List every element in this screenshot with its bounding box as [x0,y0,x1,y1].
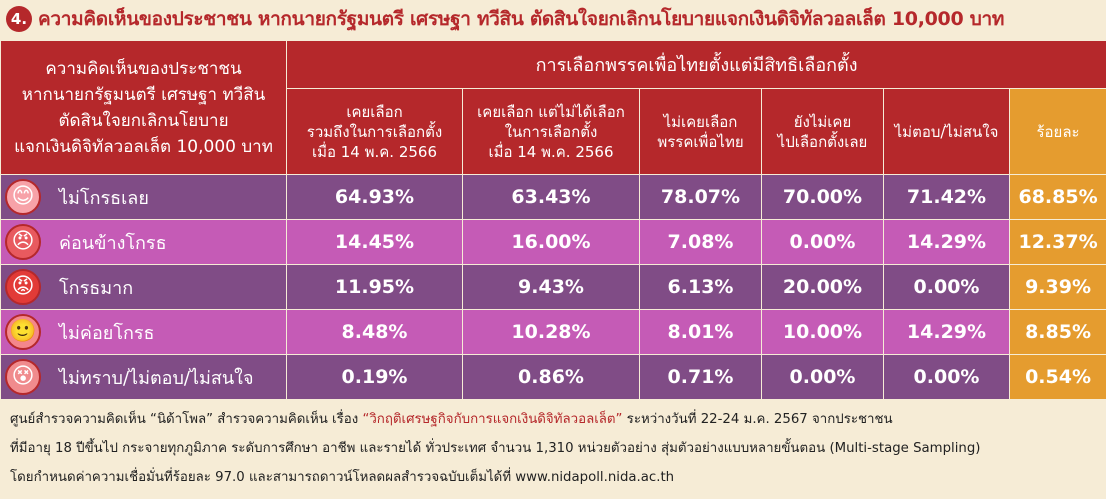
table-cell: 20.00% [761,264,884,310]
row-label: ค่อนข้างโกรธ [59,232,167,254]
column-header-line: เคยเลือก แต่ไม่ได้เลือก [477,102,625,121]
furious-face-icon: 😡 [5,269,41,305]
column-header-percent: ร้อยละ [1008,88,1106,175]
table-cell: 16.00% [462,219,640,265]
table-cell: 6.13% [639,264,762,310]
row-label-cell: 😊 ไม่โกรธเลย [0,174,287,220]
footer-text: ระหว่างวันที่ 22-24 ม.ค. 2567 จากประชาชน [622,412,893,427]
table-cell: 14.45% [286,219,463,265]
corner-line: ความคิดเห็นของประชาชน [45,58,242,79]
percent-cell: 12.37% [1008,219,1106,265]
table-cell: 63.43% [462,174,640,220]
row-label-cell: 😠 ค่อนข้างโกรธ [0,219,287,265]
table-cell: 0.19% [286,354,463,400]
table-cell: 64.93% [286,174,463,220]
table-cell: 0.00% [883,354,1010,400]
table-row: 🙂 ไม่ค่อยโกรธ 8.48% 10.28% 8.01% 10.00% … [0,309,1106,355]
table-cell: 78.07% [639,174,762,220]
column-header-line: เมื่อ 14 พ.ค. 2566 [488,142,614,161]
table-cell: 0.00% [761,219,884,265]
column-header: เคยเลือก รวมถึงในการเลือกตั้ง เมื่อ 14 พ… [286,88,463,175]
row-label: ไม่โกรธเลย [59,187,149,209]
column-header-line: ไม่เคยเลือก [663,112,738,131]
footer-line: ศูนย์สำรวจความคิดเห็น “นิด้าโพล” สำรวจคว… [10,405,1100,434]
table-cell: 0.86% [462,354,640,400]
table-row: 😡 โกรธมาก 11.95% 9.43% 6.13% 20.00% 0.00… [0,264,1106,310]
corner-line: ตัดสินใจยกเลิกนโยบาย [58,110,229,131]
table-cell: 71.42% [883,174,1010,220]
happy-face-icon: 😊 [5,179,41,215]
column-header-line: เคยเลือก [346,102,403,121]
table-cell: 14.29% [883,219,1010,265]
column-header-line: ร้อยละ [1036,122,1080,141]
angry-face-icon: 😠 [5,224,41,260]
table-cell: 10.00% [761,309,884,355]
row-label: โกรธมาก [59,277,134,299]
results-table: ความคิดเห็นของประชาชน หากนายกรัฐมนตรี เศ… [0,40,1106,400]
corner-line: หากนายกรัฐมนตรี เศรษฐา ทวีสิน [21,84,266,105]
table-cell: 10.28% [462,309,640,355]
row-label-cell: 😡 โกรธมาก [0,264,287,310]
table-cell: 0.71% [639,354,762,400]
column-header-line: ในการเลือกตั้ง [504,122,598,141]
group-header: การเลือกพรรคเพื่อไทยตั้งแต่มีสิทธิเลือกต… [285,40,1106,89]
percent-cell: 68.85% [1008,174,1106,220]
table-cell: 8.01% [639,309,762,355]
row-label: ไม่ทราบ/ไม่ตอบ/ไม่สนใจ [59,367,254,389]
table-cell: 8.48% [286,309,463,355]
table-cell: 14.29% [883,309,1010,355]
table-cell: 70.00% [761,174,884,220]
footer-text: ศูนย์สำรวจความคิดเห็น “นิด้าโพล” สำรวจคว… [10,412,363,427]
column-header: เคยเลือก แต่ไม่ได้เลือก ในการเลือกตั้ง เ… [462,88,640,175]
table-cell: 7.08% [639,219,762,265]
table-cell: 0.00% [761,354,884,400]
table-row: 😠 ค่อนข้างโกรธ 14.45% 16.00% 7.08% 0.00%… [0,219,1106,265]
column-header: ไม่ตอบ/ไม่สนใจ [883,88,1010,175]
column-header-line: รวมถึงในการเลือกตั้ง [306,122,443,141]
percent-cell: 0.54% [1008,354,1106,400]
row-label-cell: 🙂 ไม่ค่อยโกรธ [0,309,287,355]
survey-topic: “วิกฤติเศรษฐกิจกับการแจกเงินดิจิทัลวอลเล… [362,412,623,427]
table-row: 😊 ไม่โกรธเลย 64.93% 63.43% 78.07% 70.00%… [0,174,1106,220]
footer-note: ศูนย์สำรวจความคิดเห็น “นิด้าโพล” สำรวจคว… [10,405,1100,492]
percent-cell: 9.39% [1008,264,1106,310]
footer-line: ที่มีอายุ 18 ปีขึ้นไป กระจายทุกภูมิภาค ร… [10,441,981,456]
footer-line: โดยกำหนดค่าความเชื่อมั่นที่ร้อยละ 97.0 แ… [10,470,675,485]
title-bar: 4. ความคิดเห็นของประชาชน หากนายกรัฐมนตรี… [0,0,1106,38]
column-header-line: ไปเลือกตั้งเลย [777,132,868,151]
column-header-line: เมื่อ 14 พ.ค. 2566 [311,142,438,161]
column-header-line: พรรคเพื่อไทย [657,132,744,151]
unsure-face-icon: 😵 [5,359,41,395]
column-header: ยังไม่เคย ไปเลือกตั้งเลย [761,88,884,175]
table-row: 😵 ไม่ทราบ/ไม่ตอบ/ไม่สนใจ 0.19% 0.86% 0.7… [0,354,1106,400]
row-label-cell: 😵 ไม่ทราบ/ไม่ตอบ/ไม่สนใจ [0,354,287,400]
table-cell: 11.95% [286,264,463,310]
percent-cell: 8.85% [1008,309,1106,355]
column-header-line: ยังไม่เคย [793,112,852,131]
mild-face-icon: 🙂 [5,314,41,350]
corner-line: แจกเงินดิจิทัลวอลเล็ต 10,000 บาท [14,136,273,157]
table-cell: 9.43% [462,264,640,310]
column-header-line: ไม่ตอบ/ไม่สนใจ [894,122,999,141]
table-cell: 0.00% [883,264,1010,310]
page-title: ความคิดเห็นของประชาชน หากนายกรัฐมนตรี เศ… [38,8,1005,30]
section-number-badge: 4. [6,6,32,32]
corner-header: ความคิดเห็นของประชาชน หากนายกรัฐมนตรี เศ… [0,40,287,175]
row-label: ไม่ค่อยโกรธ [59,322,155,344]
column-header: ไม่เคยเลือก พรรคเพื่อไทย [639,88,762,175]
